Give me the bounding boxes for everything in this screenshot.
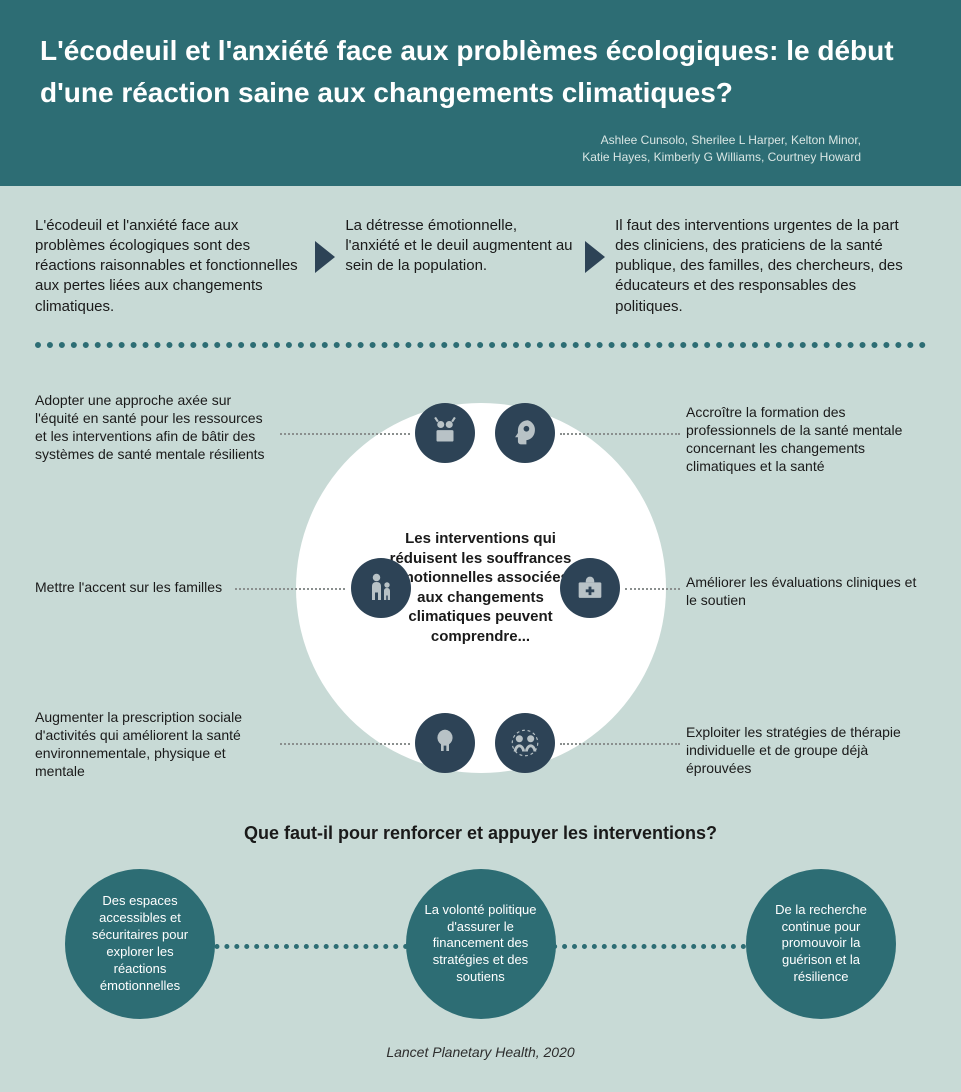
authors-line-1: Ashlee Cunsolo, Sherilee L Harper, Kelto… xyxy=(40,132,861,149)
label-equity: Adopter une approche axée sur l'équité e… xyxy=(35,391,275,464)
bottom-circle-research: De la recherche continue pour promouvoir… xyxy=(746,869,896,1019)
hub-diagram: Les interventions qui réduisent les souf… xyxy=(35,373,926,803)
equity-people-icon xyxy=(415,403,475,463)
connector-line xyxy=(625,588,680,590)
arrow-icon xyxy=(585,241,605,273)
citation: Lancet Planetary Health, 2020 xyxy=(35,1044,926,1072)
authors-line-2: Katie Hayes, Kimberly G Williams, Courtn… xyxy=(40,149,861,166)
bottom-circle-political: La volonté politique d'assurer le financ… xyxy=(406,869,556,1019)
header-banner: L'écodeuil et l'anxiété face aux problèm… xyxy=(0,0,961,186)
page-title: L'écodeuil et l'anxiété face aux problèm… xyxy=(40,30,921,114)
connector-line xyxy=(560,433,680,435)
label-training: Accroître la formation des professionnel… xyxy=(686,403,926,476)
connector-line xyxy=(560,743,680,745)
connector-line xyxy=(235,588,345,590)
flow-box-1: L'écodeuil et l'anxiété face aux problèm… xyxy=(35,216,305,317)
bottom-circles-row: Des espaces accessibles et sécuritaires … xyxy=(35,869,926,1019)
family-icon xyxy=(351,558,411,618)
group-therapy-icon xyxy=(495,713,555,773)
clinical-document-icon xyxy=(560,558,620,618)
label-social-prescription: Augmenter la prescription sociale d'acti… xyxy=(35,708,275,781)
connector-line xyxy=(280,433,410,435)
label-therapy: Exploiter les stratégies de thérapie ind… xyxy=(686,723,926,778)
tree-icon xyxy=(415,713,475,773)
arrow-icon xyxy=(315,241,335,273)
connector-line xyxy=(280,743,410,745)
label-clinical: Améliorer les évaluations cliniques et l… xyxy=(686,573,926,609)
bottom-circle-spaces: Des espaces accessibles et sécuritaires … xyxy=(65,869,215,1019)
authors-block: Ashlee Cunsolo, Sherilee L Harper, Kelto… xyxy=(40,132,921,166)
flow-box-2: La détresse émotionnelle, l'anxiété et l… xyxy=(345,216,575,277)
question-subheading: Que faut-il pour renforcer et appuyer le… xyxy=(35,823,926,844)
flow-box-3: Il faut des interventions urgentes de la… xyxy=(615,216,926,317)
flow-row: L'écodeuil et l'anxiété face aux problèm… xyxy=(35,216,926,317)
dotted-divider xyxy=(35,342,926,348)
head-brain-icon xyxy=(495,403,555,463)
content-area: L'écodeuil et l'anxiété face aux problèm… xyxy=(0,186,961,1092)
